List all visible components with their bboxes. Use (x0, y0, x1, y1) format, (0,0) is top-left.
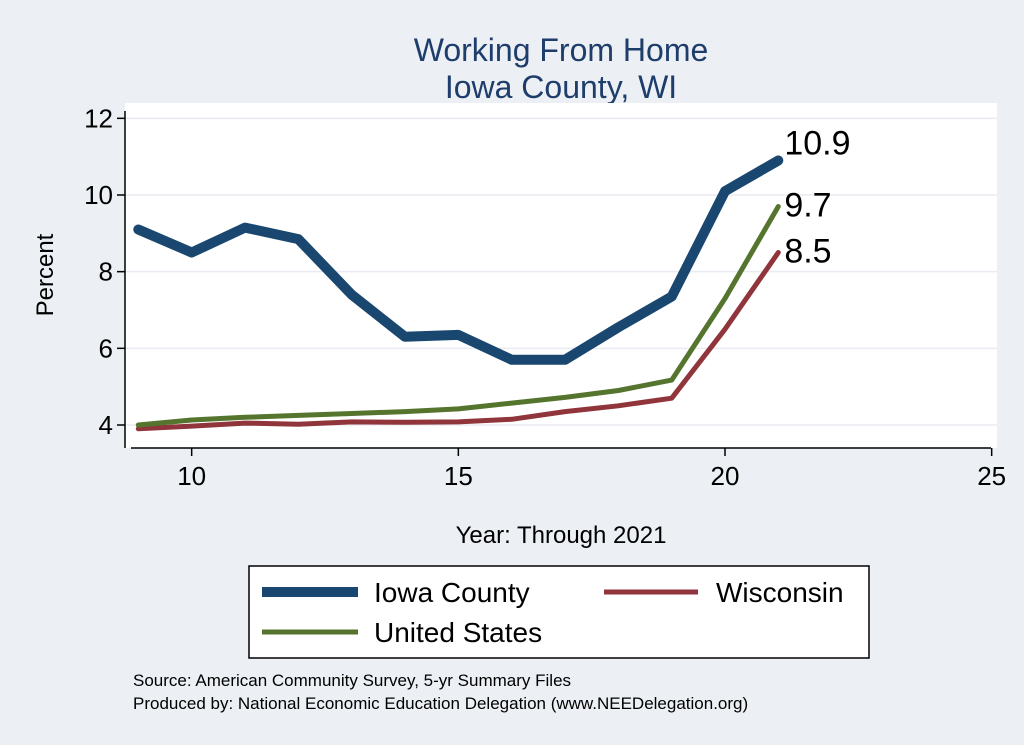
end-label-iowa-county: 10.9 (784, 125, 850, 163)
series-lines (133, 155, 784, 432)
end-label-united-states: 9.7 (784, 187, 831, 225)
producer-note: Produced by: National Economic Education… (133, 694, 748, 713)
y-axis-title: Percent (32, 233, 59, 316)
legend-box (248, 565, 870, 659)
legend-label-wisconsin: Wisconsin (716, 577, 844, 608)
y-tick-label-6: 6 (99, 333, 113, 363)
x-tick-label-20: 20 (711, 461, 740, 491)
chart-title-line-2: Iowa County, WI (445, 69, 677, 105)
end-labels: 10.9 8.5 9.7 (784, 125, 850, 271)
legend-label-iowa-county: Iowa County (374, 577, 530, 608)
y-tick-label-4: 4 (99, 410, 113, 440)
legend: Iowa County Wisconsin United States (248, 565, 870, 659)
legend-label-united-states: United States (374, 617, 542, 648)
series-line-united-states (135, 204, 781, 428)
y-tick-label-10: 10 (84, 180, 113, 210)
chart-title-line-1: Working From Home (414, 32, 709, 68)
x-tick-label-25: 25 (977, 461, 1006, 491)
y-tick-label-12: 12 (84, 103, 113, 133)
x-tick-label-10: 10 (177, 461, 206, 491)
axes: 4 6 8 10 12 10 15 20 25 (84, 103, 1006, 491)
x-tick-label-15: 15 (444, 461, 473, 491)
end-label-wisconsin: 8.5 (784, 233, 831, 271)
plot-area (125, 103, 997, 448)
y-tick-label-8: 8 (99, 257, 113, 287)
series-line-iowa-county (133, 155, 784, 365)
series-line-wisconsin (135, 250, 781, 432)
source-note: Source: American Community Survey, 5-yr … (133, 671, 571, 690)
x-axis-title: Year: Through 2021 (456, 522, 667, 549)
